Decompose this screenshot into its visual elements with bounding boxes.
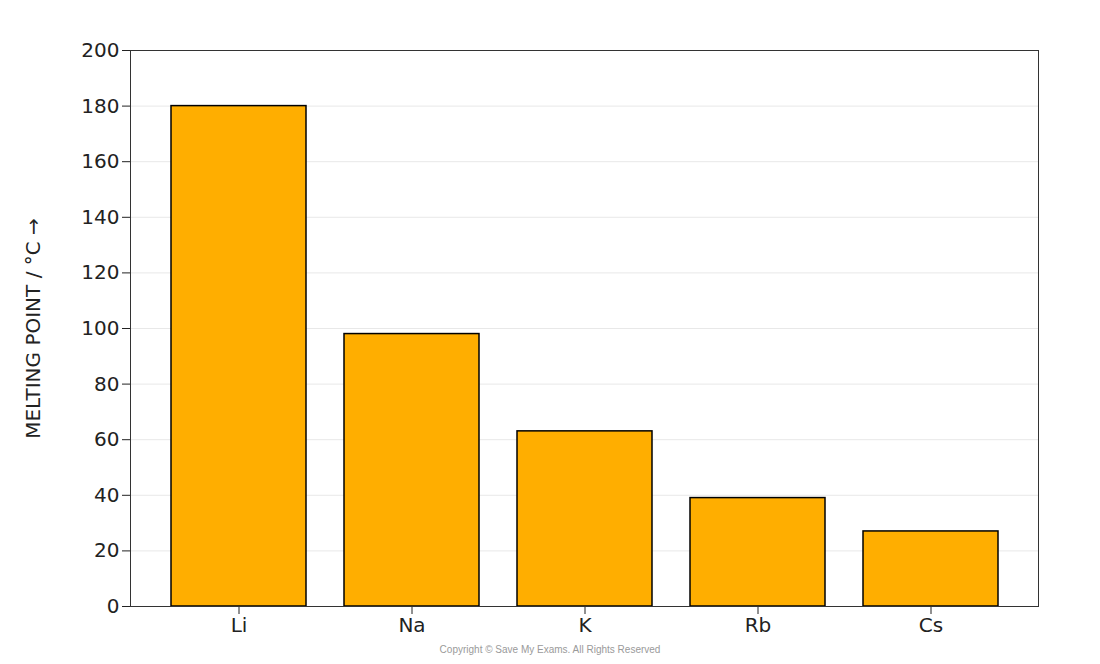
svg-text:0: 0 (107, 594, 120, 618)
svg-text:200: 200 (81, 38, 119, 62)
html-text:Copyright © Save My Exams. All: Copyright © Save My Exams. All Rights Re… (439, 644, 661, 655)
svg-text:80: 80 (94, 372, 119, 396)
svg-text:140: 140 (81, 205, 119, 229)
svg-text:100: 100 (81, 316, 119, 340)
svg-text:20: 20 (94, 538, 119, 562)
svg-text:Li: Li (231, 613, 248, 637)
svg-text:Na: Na (398, 613, 425, 637)
svg-text:Cs: Cs (919, 613, 943, 637)
svg-text:180: 180 (81, 94, 119, 118)
svg-text:Rb: Rb (745, 613, 772, 637)
svg-text:120: 120 (81, 260, 119, 284)
svg-text:K: K (578, 613, 592, 637)
svg-text:40: 40 (94, 483, 119, 507)
svg-text:MELTING POINT / °C →: MELTING POINT / °C → (21, 218, 45, 439)
svg-text:160: 160 (81, 149, 119, 173)
svg-text:60: 60 (94, 427, 119, 451)
